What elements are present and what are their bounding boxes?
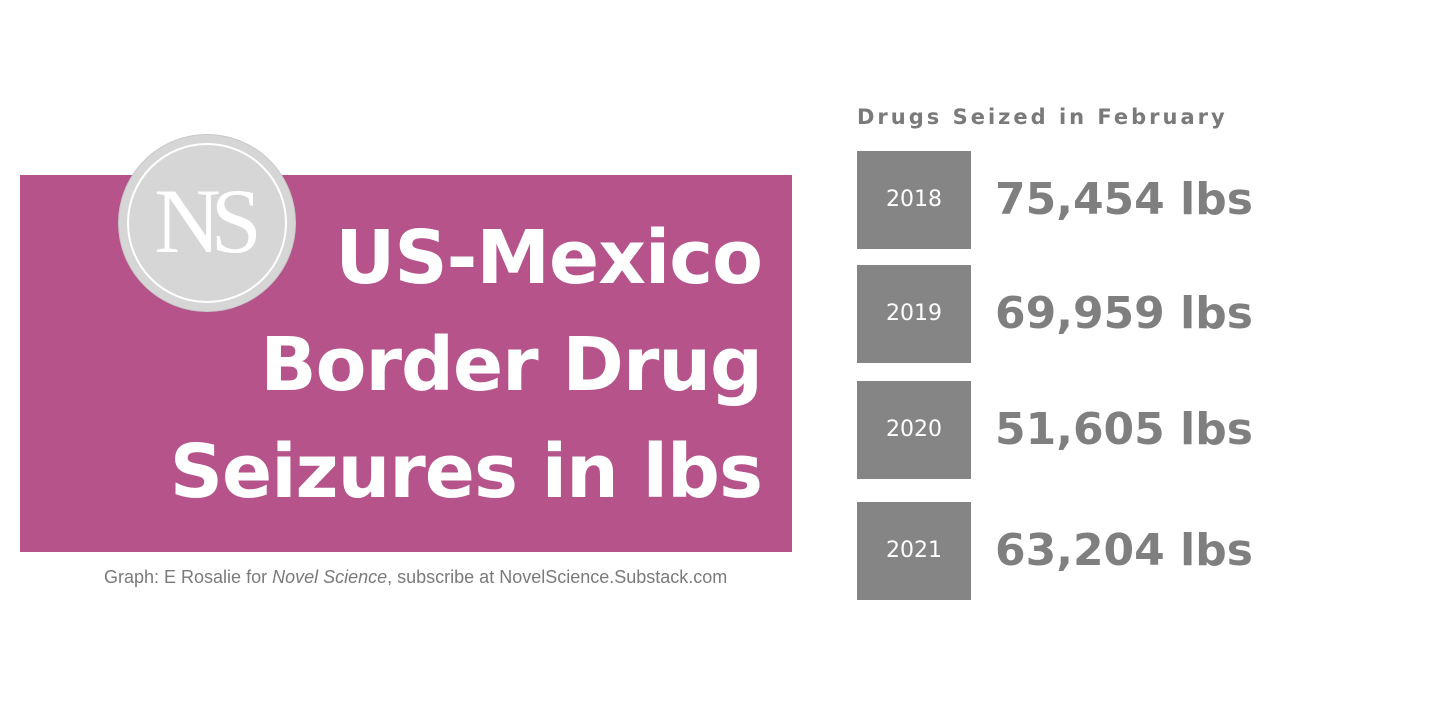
credit-publication: Novel Science (272, 567, 388, 587)
data-row-2021: 2021 63,204 lbs (857, 502, 1377, 600)
headline: US-Mexico Border Drug Seizures in lbs (122, 205, 763, 526)
credit-suffix: , subscribe at NovelScience.Substack.com (387, 567, 728, 587)
logo-monogram: NS (154, 170, 262, 272)
seizure-value: 51,605 lbs (995, 404, 1253, 455)
year-label: 2019 (857, 265, 971, 363)
headline-line-3: Seizures in lbs (169, 429, 763, 515)
data-row-2020: 2020 51,605 lbs (857, 381, 1377, 479)
seizure-value: 69,959 lbs (995, 288, 1253, 339)
seizure-value: 63,204 lbs (995, 525, 1253, 576)
headline-line-1: US-Mexico (335, 215, 763, 301)
year-label: 2020 (857, 381, 971, 479)
graph-credit: Graph: E Rosalie for Novel Science, subs… (104, 567, 727, 588)
chart-title: Drugs Seized in February (857, 105, 1228, 129)
novel-science-logo: NS (118, 134, 296, 312)
logo-ring (127, 143, 287, 303)
data-row-2019: 2019 69,959 lbs (857, 265, 1377, 363)
year-label: 2018 (857, 151, 971, 249)
data-row-2018: 2018 75,454 lbs (857, 151, 1377, 249)
credit-prefix: Graph: E Rosalie for (104, 567, 273, 587)
headline-banner: US-Mexico Border Drug Seizures in lbs (20, 175, 792, 552)
seizure-value: 75,454 lbs (995, 174, 1253, 225)
headline-line-2: Border Drug (260, 322, 763, 408)
year-label: 2021 (857, 502, 971, 600)
